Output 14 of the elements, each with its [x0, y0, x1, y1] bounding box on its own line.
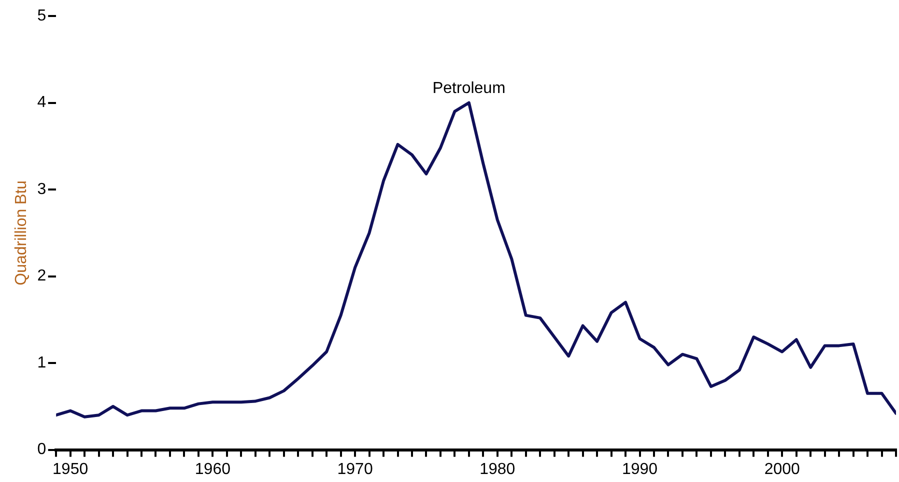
x-tick-label: 1980 — [480, 460, 516, 478]
y-tick-label: 1 — [37, 354, 46, 372]
y-tick-label: 0 — [37, 441, 46, 458]
x-tick-label: 2000 — [764, 460, 800, 478]
series-label: Petroleum — [432, 80, 506, 98]
y-tick-label: 2 — [37, 268, 46, 285]
x-tick-label: 1960 — [194, 460, 231, 478]
y-tick-label: 4 — [37, 94, 46, 112]
y-axis-title: Quadrillion Btu — [13, 180, 30, 286]
x-tick-label: 1950 — [52, 460, 88, 478]
y-tick-label: 5 — [37, 7, 46, 24]
x-tick-label: 1990 — [622, 460, 658, 478]
y-tick-label: 3 — [37, 180, 46, 198]
x-tick-label: 1970 — [337, 460, 373, 478]
